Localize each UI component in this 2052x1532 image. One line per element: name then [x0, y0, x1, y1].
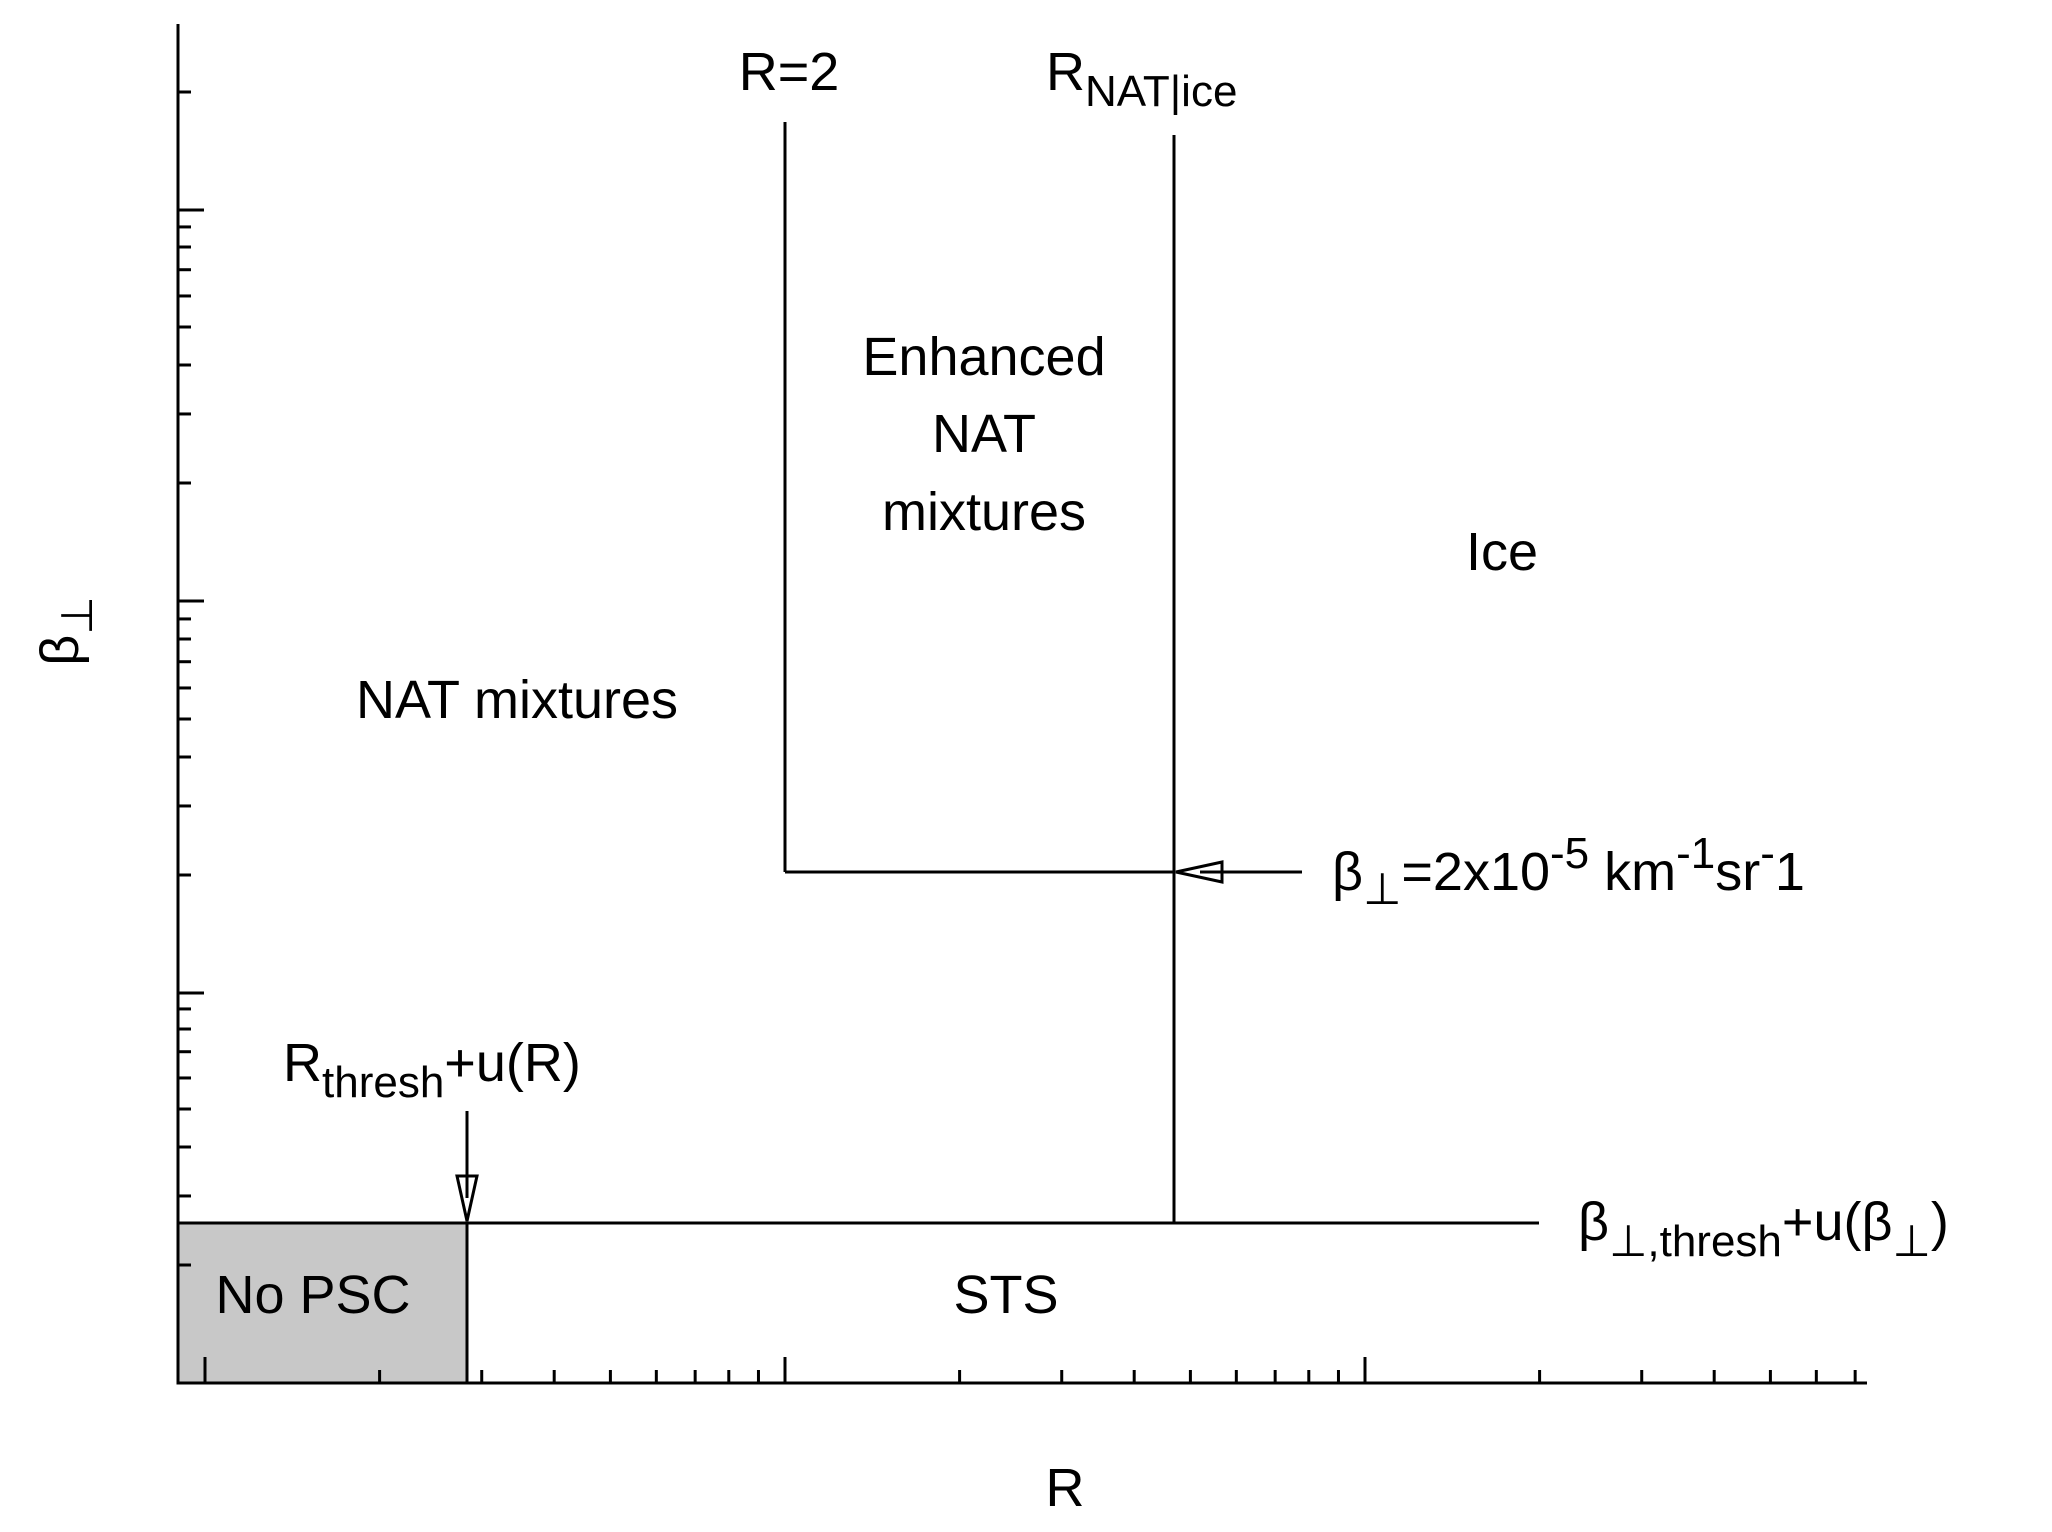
- no-psc-region: [176, 1221, 469, 1385]
- label-part: β: [1332, 842, 1363, 902]
- label-part: =2x10: [1401, 842, 1550, 902]
- label-sub: ⊥,thresh: [1609, 1217, 1782, 1266]
- axis-ticks: [178, 90, 1857, 1385]
- beta-level-label: β⊥=2x10-5 km-1sr-1: [1332, 829, 1805, 914]
- arrow-head: [1175, 860, 1224, 884]
- label-sub: NAT|ice: [1085, 67, 1237, 116]
- label-part: km: [1589, 842, 1676, 902]
- label-sub: thresh: [322, 1058, 444, 1107]
- label-part: β: [1578, 1192, 1609, 1252]
- rnat-ice-label: RNAT|ice: [1046, 42, 1237, 116]
- label-sub: ⊥: [1363, 865, 1401, 914]
- region-label: Ice: [1466, 522, 1538, 582]
- region-label: STS: [953, 1265, 1058, 1325]
- label-part: ): [1931, 1192, 1949, 1252]
- label-part: +u(β: [1782, 1192, 1893, 1252]
- label-sup: -1: [1676, 829, 1715, 878]
- x-axis-label: R: [1046, 1458, 1085, 1518]
- r2-label: R=2: [739, 42, 840, 102]
- region-label: NAT: [932, 404, 1036, 464]
- label-main: R: [1046, 42, 1085, 102]
- region-label: Enhanced: [862, 327, 1105, 387]
- label-part: 1: [1775, 842, 1805, 902]
- label-sup: -5: [1550, 829, 1589, 878]
- y-axis-label: β⊥: [30, 596, 102, 665]
- label-sub: ⊥: [53, 596, 102, 634]
- label-main: β: [30, 635, 90, 666]
- arrow-head: [455, 1174, 479, 1222]
- label-sup: -: [1760, 829, 1775, 878]
- beta-thresh-label: β⊥,thresh+u(β⊥): [1578, 1192, 1949, 1266]
- region-label: mixtures: [882, 482, 1086, 542]
- label-main: R: [283, 1033, 322, 1093]
- label-sub: ⊥: [1893, 1217, 1931, 1266]
- region-label: No PSC: [215, 1265, 410, 1325]
- region-label: NAT mixtures: [356, 670, 678, 730]
- label-part: sr: [1715, 842, 1760, 902]
- r-thresh-label: Rthresh+u(R): [283, 1033, 581, 1107]
- label-part: +u(R): [444, 1033, 581, 1093]
